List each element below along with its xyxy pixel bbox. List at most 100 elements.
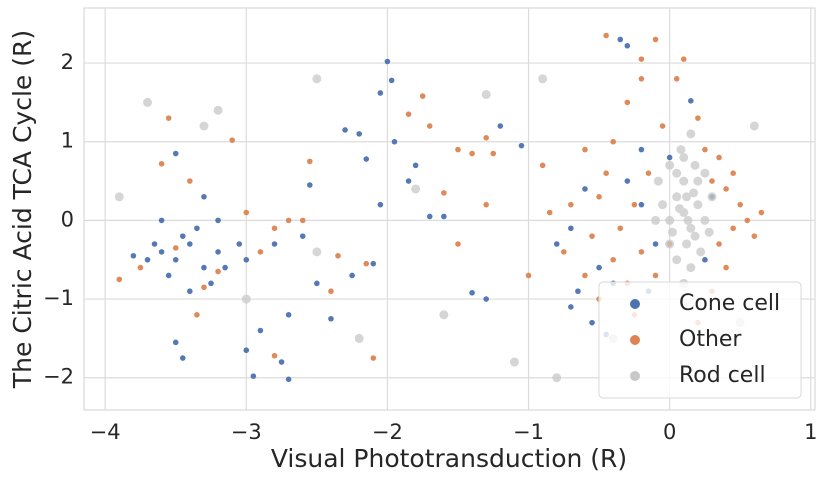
- x-tick-label: −4: [90, 420, 121, 444]
- point: [278, 359, 285, 365]
- point: [596, 194, 602, 200]
- series: [130, 36, 715, 383]
- point: [199, 121, 209, 131]
- point: [702, 256, 708, 263]
- point: [568, 225, 574, 232]
- point: [509, 357, 519, 367]
- point: [638, 146, 645, 153]
- point: [158, 249, 165, 255]
- point: [469, 289, 475, 296]
- point: [686, 223, 696, 233]
- point: [271, 225, 278, 232]
- point: [568, 201, 574, 208]
- point: [617, 225, 624, 232]
- point: [686, 129, 696, 139]
- point: [384, 58, 391, 65]
- point: [688, 98, 694, 104]
- point: [426, 123, 433, 129]
- point: [538, 74, 548, 84]
- point: [257, 327, 264, 334]
- legend-label: Rod cell: [679, 363, 766, 388]
- point: [137, 264, 144, 271]
- x-tick-label: 0: [663, 420, 676, 444]
- series: [114, 74, 759, 383]
- point: [638, 56, 645, 62]
- point: [546, 209, 553, 216]
- point: [672, 192, 682, 202]
- point: [335, 253, 341, 259]
- point: [363, 260, 370, 267]
- point: [342, 127, 348, 133]
- point: [744, 217, 751, 224]
- point: [638, 201, 645, 208]
- point: [172, 245, 179, 251]
- point: [624, 42, 631, 49]
- point: [702, 146, 708, 153]
- point: [680, 56, 687, 62]
- point: [749, 121, 759, 131]
- point: [241, 294, 251, 304]
- point: [285, 217, 292, 224]
- point: [651, 215, 661, 225]
- point: [439, 310, 449, 320]
- point: [151, 241, 158, 247]
- point: [690, 231, 700, 241]
- point: [377, 201, 384, 208]
- y-tick-label: 0: [61, 207, 74, 231]
- point: [730, 170, 736, 177]
- x-tick-label: −1: [513, 420, 544, 444]
- point: [751, 233, 758, 239]
- point: [665, 215, 675, 225]
- point: [306, 182, 313, 188]
- point: [638, 76, 645, 82]
- point: [666, 154, 673, 161]
- point: [672, 168, 682, 178]
- x-axis-label: Visual Phototransduction (R): [271, 444, 627, 473]
- point: [158, 217, 165, 224]
- point: [312, 247, 322, 257]
- point: [582, 186, 588, 192]
- point: [704, 227, 714, 237]
- point: [455, 146, 461, 153]
- point: [271, 352, 278, 359]
- point: [411, 184, 421, 194]
- point: [673, 76, 680, 82]
- point: [405, 111, 412, 118]
- point: [689, 188, 699, 198]
- point: [405, 178, 412, 184]
- point: [213, 105, 223, 115]
- legend-label: Cone cell: [679, 291, 780, 316]
- point: [201, 264, 207, 271]
- point: [693, 200, 703, 210]
- point: [370, 260, 377, 267]
- point: [187, 241, 193, 247]
- point: [172, 339, 179, 346]
- point: [652, 272, 659, 279]
- point: [659, 123, 666, 129]
- point: [603, 32, 609, 39]
- point: [624, 178, 631, 184]
- point: [419, 93, 426, 99]
- point: [299, 233, 306, 239]
- point: [631, 201, 638, 208]
- point: [412, 162, 419, 169]
- legend-marker: [630, 335, 640, 345]
- point: [483, 201, 489, 208]
- point: [672, 255, 682, 265]
- point: [682, 239, 692, 249]
- point: [215, 268, 221, 275]
- series: [116, 32, 765, 361]
- point: [250, 373, 257, 379]
- point: [737, 201, 744, 208]
- point: [645, 170, 652, 177]
- point: [215, 217, 221, 224]
- point: [758, 209, 765, 216]
- point: [441, 213, 447, 220]
- point: [187, 288, 193, 295]
- legend-marker: [630, 299, 640, 309]
- point: [172, 150, 179, 157]
- point: [306, 158, 313, 165]
- point: [624, 99, 631, 106]
- y-tick-label: −2: [43, 365, 74, 389]
